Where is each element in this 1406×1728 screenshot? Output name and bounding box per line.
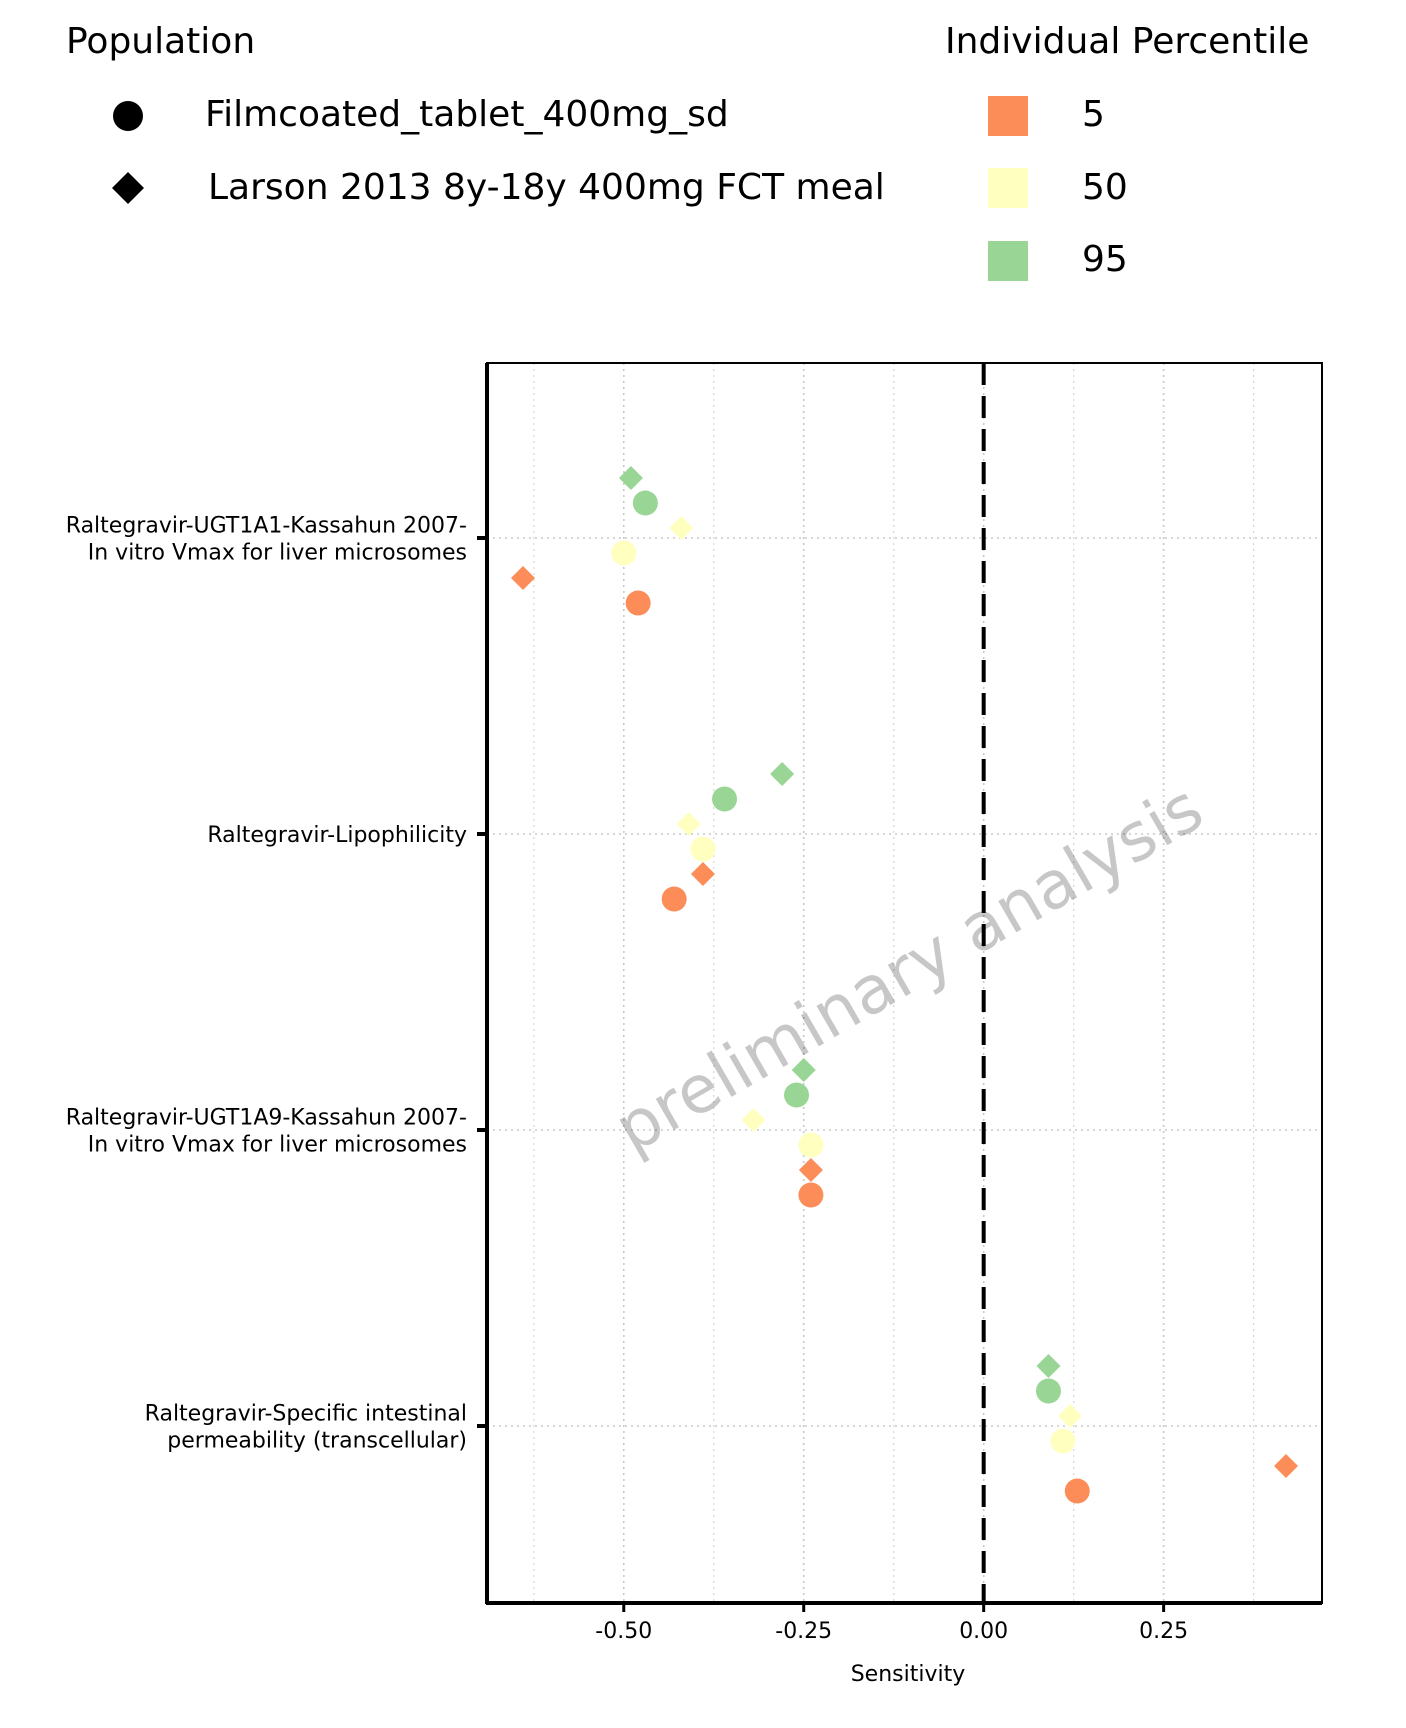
point-diamond-p5	[798, 1158, 823, 1182]
legend-diamond-symbol	[112, 172, 144, 204]
point-diamond-p5	[690, 862, 715, 886]
legend-population-label-2: Larson 2013 8y-18y 400mg FCT meal	[208, 167, 885, 208]
point-circle-p50	[690, 836, 716, 862]
point-diamond-p50	[669, 516, 694, 540]
point-circle-p5	[661, 886, 687, 912]
point-diamond-p50	[676, 812, 701, 836]
x-axis-title: Sensitivity	[851, 1662, 966, 1687]
x-tick-label: -0.25	[775, 1619, 832, 1644]
point-diamond-p50	[1058, 1404, 1083, 1428]
legend-circle-symbol	[113, 101, 143, 131]
point-circle-p50	[1050, 1428, 1076, 1454]
point-circle-p95	[784, 1082, 810, 1108]
point-circle-p5	[798, 1182, 824, 1208]
axis-layer: -0.50 -0.25 0.00 0.25 Raltegravir-UGT1A1-Kas…	[66, 363, 1322, 1644]
legend-percentile-title: Individual Percentile	[945, 21, 1309, 62]
point-circle-p5	[625, 590, 651, 616]
x-tick-label: 0.00	[959, 1619, 1008, 1644]
legend-swatch-95	[988, 241, 1028, 281]
point-diamond-p95	[1036, 1354, 1061, 1378]
point-circle-p50	[798, 1132, 824, 1158]
y-category-label: Raltegravir-Lipophilicity	[207, 823, 467, 848]
point-diamond-p50	[741, 1108, 766, 1132]
point-diamond-p95	[791, 1058, 816, 1082]
point-circle-p95	[632, 490, 658, 516]
points-layer	[510, 466, 1299, 1504]
point-diamond-p95	[770, 762, 795, 786]
y-category-label: Raltegravir-UGT1A1-Kassahun 2007-In vitr…	[66, 514, 467, 566]
point-diamond-p5	[510, 566, 535, 590]
point-circle-p5	[1064, 1478, 1090, 1504]
legend-percentile-label-5: 5	[1082, 94, 1105, 135]
legend-swatch-5	[988, 96, 1028, 136]
legend-population-label-1: Filmcoated_tablet_400mg_sd	[205, 94, 729, 135]
point-circle-p95	[1035, 1378, 1061, 1404]
legend-swatch-50	[988, 168, 1028, 208]
point-circle-p50	[611, 540, 637, 566]
y-category-label: Raltegravir-UGT1A9-Kassahun 2007-In vitr…	[66, 1106, 467, 1158]
point-diamond-p5	[1274, 1454, 1299, 1478]
legend-percentile-label-50: 50	[1082, 167, 1128, 208]
point-diamond-p95	[618, 466, 643, 490]
point-circle-p95	[712, 786, 738, 812]
y-category-label: Raltegravir-Specific intestinal permeabil…	[145, 1402, 467, 1454]
x-tick-label: 0.25	[1139, 1619, 1188, 1644]
legend-population-title: Population	[66, 21, 255, 62]
legend-percentile-label-95: 95	[1082, 239, 1128, 280]
x-tick-label: -0.50	[595, 1619, 652, 1644]
